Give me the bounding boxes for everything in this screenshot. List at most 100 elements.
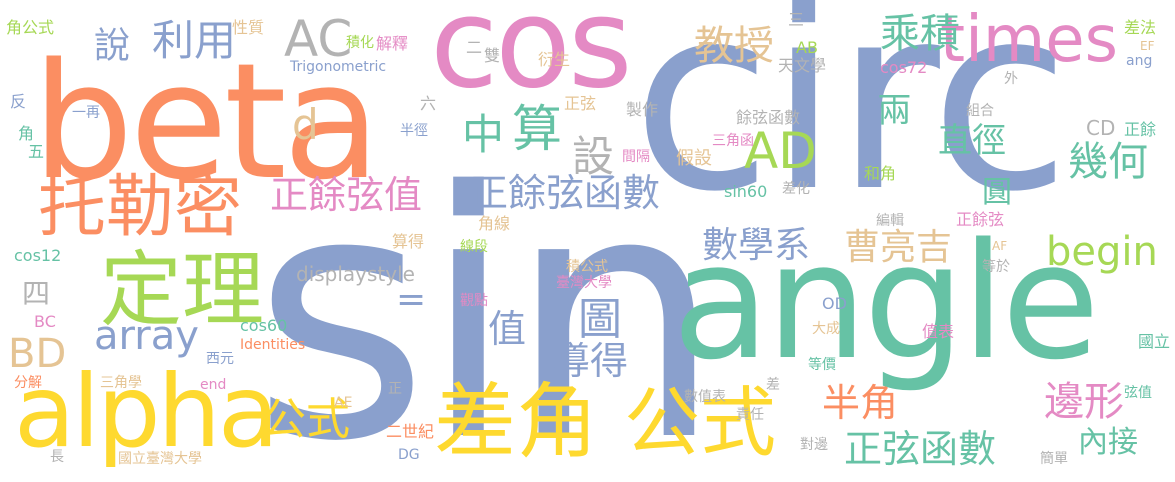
word-gongshi-mid: 公式 — [262, 394, 350, 445]
word-tu: 圖 — [578, 294, 622, 345]
word-cos12: cos12 — [14, 246, 62, 265]
word-jihe: 幾何 — [1068, 139, 1148, 185]
word-neijie: 內接 — [1078, 425, 1138, 460]
word-jiashe: 假設 — [676, 148, 712, 169]
word-zeren: 責任 — [736, 407, 764, 423]
word-jiao: 角 — [18, 124, 35, 143]
word-alpha: alpha — [14, 353, 279, 470]
word-chajiao: 差角 — [434, 375, 599, 470]
word-sin60: sin60 — [724, 182, 768, 201]
word-sin: sin — [252, 120, 723, 482]
word-yuxianhanshu: 餘弦函數 — [736, 108, 801, 127]
word-jiandan: 簡單 — [1040, 451, 1068, 467]
word-sanjiaoxue: 三角學 — [100, 375, 142, 391]
word-dengjia: 等價 — [808, 357, 836, 373]
word-jigongshi: 積公式 — [566, 259, 608, 275]
word-guandian: 觀點 — [460, 293, 488, 309]
word-dingli: 定理 — [100, 243, 265, 338]
word-AC: AC — [284, 10, 353, 68]
word-yanhsheng: 衍生 — [538, 50, 571, 69]
word-jieshi: 解釋 — [376, 34, 409, 53]
word-sanjiaohan: 三角函 — [712, 133, 754, 149]
word-er: 二 — [466, 38, 483, 57]
word-duibian: 對邊 — [800, 437, 828, 453]
word-zhengyu: 正餘 — [1124, 120, 1157, 139]
word-zhibiao: 值表 — [922, 322, 955, 341]
word-Trigonometric: Trigonometric — [290, 59, 387, 75]
word-zhong: 中 — [462, 110, 505, 159]
word-yuan: 圓 — [982, 175, 1012, 210]
word-jiaogongshi: 角公式 — [6, 18, 55, 37]
word-array: array — [94, 313, 199, 359]
word-guolitaiwandaxue: 國立臺灣大學 — [118, 451, 202, 467]
word-wai: 外 — [1004, 71, 1018, 87]
word-zhengxian: 正弦 — [564, 94, 597, 113]
word-banjiao: 半角 — [822, 381, 899, 425]
word-cos72: cos72 — [880, 58, 928, 77]
word-xianduan: 線段 — [460, 239, 488, 255]
word-AB: AB — [796, 38, 818, 57]
word-zhengyuxianzhi: 正餘弦值 — [270, 173, 423, 217]
word-zhengyuxianhanshu: 正餘弦函數 — [470, 171, 661, 215]
word-taiwandaxue: 臺灣大學 — [556, 275, 612, 291]
word-chafa: 差法 — [1124, 18, 1157, 37]
word-shuxuexi: 數學系 — [702, 225, 811, 266]
word-xiyuan: 西元 — [206, 351, 234, 367]
word-bianxing: 邊形 — [1044, 379, 1124, 425]
word-si: 四 — [22, 277, 51, 310]
word-guoli: 國立 — [1138, 332, 1171, 351]
word-liyong: 利用 — [152, 16, 237, 65]
word-zheng: 正 — [388, 381, 402, 397]
word-zhengyuxian: 正餘弦 — [956, 210, 1005, 229]
word-san: 三 — [788, 10, 805, 29]
word-cos60: cos60 — [240, 316, 288, 335]
word-bianji: 編輯 — [876, 213, 904, 229]
word-fan: 反 — [10, 92, 27, 111]
word-cos: cos — [430, 0, 633, 116]
word-zhizuo: 製作 — [626, 100, 659, 119]
word-zhi: 值 — [488, 307, 527, 351]
word-suande: 算得 — [392, 232, 425, 251]
word-OD: OD — [822, 294, 847, 313]
word-shuang: 雙 — [484, 46, 501, 65]
word-dengyu: 等於 — [982, 259, 1010, 275]
word-she: 設 — [572, 132, 615, 181]
word-yizai: 一再 — [72, 105, 100, 121]
word-shuo: 說 — [88, 26, 129, 62]
word-eq: = — [396, 279, 427, 320]
word-tianwenxue: 天文學 — [778, 56, 827, 75]
word-wu: 五 — [28, 142, 45, 161]
word-displaystyle: displaystyle — [296, 262, 415, 286]
word-jiange: 間隔 — [622, 149, 650, 165]
word-liu: 六 — [420, 94, 437, 113]
word-jiaoshou: 教授 — [694, 23, 774, 69]
word-times: times — [940, 3, 1118, 77]
word-banjing: 半徑 — [400, 123, 428, 139]
word-hejiao: 和角 — [864, 164, 897, 183]
word-beta: beta — [32, 28, 381, 215]
word-Identities: Identities — [240, 337, 306, 353]
word-xianzhi: 弦值 — [1124, 385, 1152, 401]
word-zhijing: 直徑 — [938, 121, 1006, 161]
word-end: end — [200, 377, 227, 393]
word-begin: begin — [1046, 229, 1158, 275]
word-AE: AE — [334, 395, 353, 411]
word-dacheng: 大成 — [812, 321, 840, 337]
word-chengji: 乘積 — [880, 11, 960, 57]
word-circ: circ — [632, 0, 1070, 248]
word-xingzhi: 性質 — [232, 18, 265, 37]
word-jiaoxian: 角線 — [478, 214, 511, 233]
word-shuzhibiao: 數值表 — [684, 389, 726, 405]
word-daode: 導得 — [552, 339, 629, 383]
word-jihua: 積化 — [346, 35, 374, 51]
word-ershishiji: 二世紀 — [386, 422, 435, 441]
word-gongshi-big: 公式 — [624, 378, 776, 467]
word-suan: 算 — [512, 100, 562, 158]
word-zuhe: 組合 — [966, 103, 994, 119]
word-ang: ang — [1126, 53, 1153, 69]
word-BD: BD — [8, 331, 67, 377]
word-d: d — [292, 100, 319, 149]
word-cha: 差 — [766, 377, 780, 393]
word-EF: EF — [1140, 39, 1155, 53]
